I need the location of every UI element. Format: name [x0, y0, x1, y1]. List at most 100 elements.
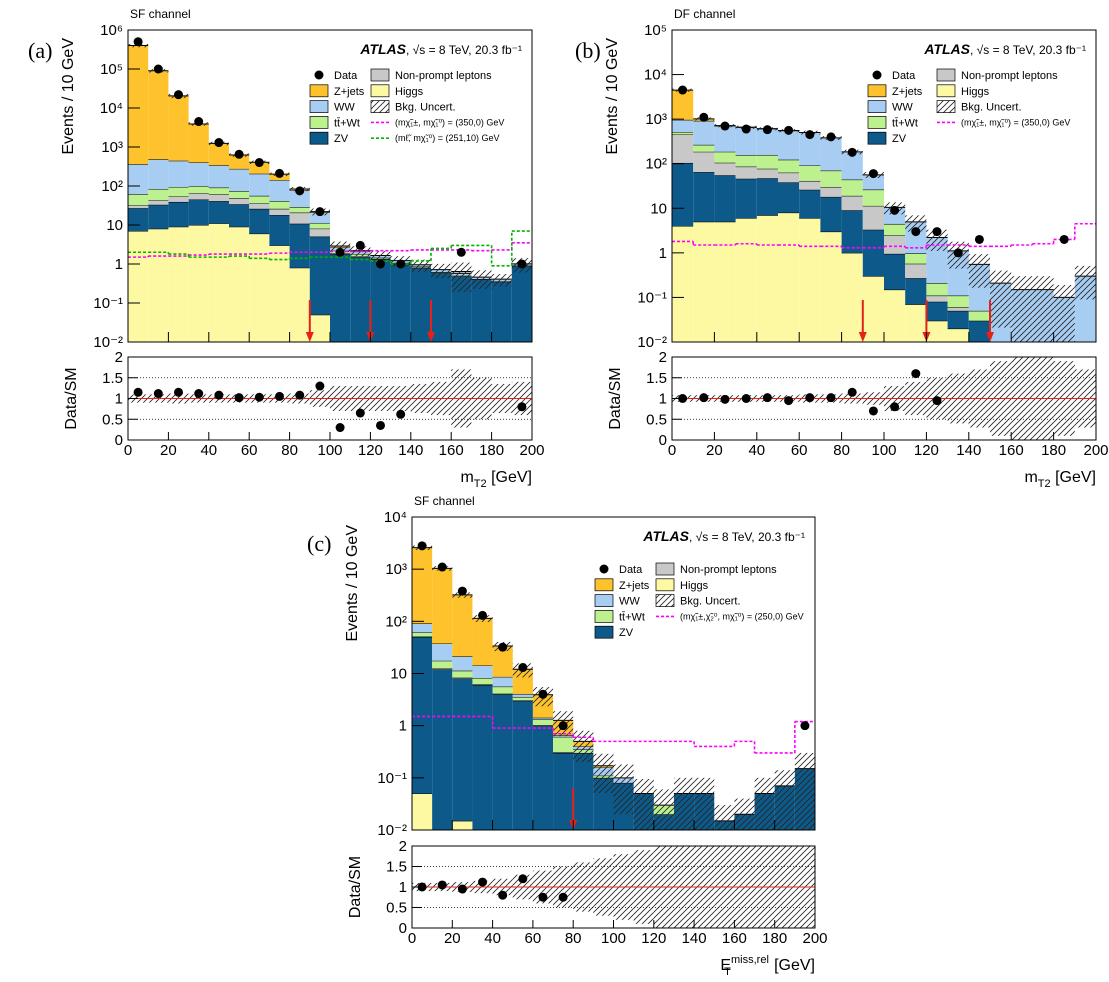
stack-bar	[128, 194, 149, 206]
x-axis-title-base: m	[460, 469, 473, 486]
stack-bar	[188, 162, 209, 186]
stack-bar	[492, 646, 513, 677]
y-tick-label: 10⁵	[644, 22, 667, 39]
data-point	[355, 240, 365, 250]
data-point	[847, 387, 857, 397]
data-point	[538, 689, 548, 699]
data-point	[275, 391, 284, 401]
stack-bar	[208, 187, 229, 195]
uncertainty-band	[573, 730, 594, 763]
data-point	[254, 158, 264, 168]
experiment-name: ATLAS	[359, 41, 406, 57]
legend-swatch	[594, 578, 614, 592]
stack-bar	[693, 144, 715, 152]
y-tick-label: 10³	[385, 561, 407, 578]
legend-swatch	[594, 625, 614, 639]
stack-bar	[289, 207, 310, 213]
stack-bar	[452, 678, 473, 821]
stack-bar	[926, 320, 948, 342]
uncertainty-band	[370, 251, 391, 262]
uncertainty-band	[968, 254, 990, 288]
x-axis-title-base: E	[720, 957, 731, 974]
x-tick-label: 0	[124, 442, 132, 459]
legend-marker	[599, 564, 609, 574]
stack-bar	[249, 162, 270, 174]
stack-bar	[905, 304, 927, 342]
cut-arrow-head	[986, 332, 994, 342]
stack-bar	[269, 201, 290, 209]
stack-bar	[735, 218, 757, 342]
stack-bar	[778, 172, 800, 183]
uncertainty-band	[410, 259, 431, 272]
stack-bar	[128, 205, 149, 209]
legend-swatch	[867, 100, 887, 113]
y-tick-label: 2	[659, 349, 667, 366]
stack-bar	[249, 233, 270, 342]
stack-bar	[309, 228, 330, 237]
stack-bar	[820, 137, 842, 171]
x-tick-label: 20	[706, 442, 723, 459]
stack-bar	[862, 189, 884, 206]
data-point	[376, 420, 385, 430]
data-point	[315, 381, 325, 391]
data-point	[847, 147, 857, 157]
experiment-label: ATLAS, √s = 8 TeV, 20.3 fb⁻¹	[642, 528, 805, 544]
plot-area	[412, 541, 815, 830]
stack-bar	[472, 685, 493, 830]
cut-arrow-head	[427, 332, 435, 342]
experiment-annotation: , √s = 8 TeV, 20.3 fb⁻¹	[970, 43, 1086, 57]
y-tick-label: 10⁻¹	[93, 295, 123, 312]
uncertainty-band	[1074, 265, 1096, 300]
experiment-label: ATLAS, √s = 8 TeV, 20.3 fb⁻¹	[923, 41, 1086, 57]
data-point	[678, 85, 688, 95]
stack-bar	[350, 257, 371, 342]
stack-bar	[990, 342, 1011, 362]
data-point	[133, 37, 143, 47]
stack-bar	[148, 70, 169, 160]
legend-label: WW	[892, 102, 913, 114]
legend-label: Higgs	[395, 86, 424, 98]
y-tick-label: 10²	[645, 156, 667, 173]
stack-bar	[778, 159, 800, 173]
x-tick-label: 80	[565, 930, 582, 947]
stack-bar	[799, 132, 821, 166]
stack-bar	[862, 276, 884, 342]
stack-bar	[472, 665, 493, 678]
y-tick-label: 10⁻¹	[377, 770, 407, 787]
data-point	[517, 259, 527, 269]
data-point	[558, 892, 568, 902]
legend-swatch	[309, 84, 329, 98]
stack-bar	[208, 194, 229, 202]
stack-bar	[672, 90, 694, 120]
data-point	[974, 234, 984, 244]
stack-bar	[168, 160, 189, 188]
stack-bar	[452, 670, 473, 678]
stack-bar	[968, 310, 990, 321]
uncertainty-band	[593, 753, 614, 794]
legend-label: Bkg. Uncert.	[680, 596, 741, 608]
data-point	[868, 406, 878, 416]
stack-bar	[926, 283, 948, 296]
data-point	[234, 149, 244, 159]
y-tick-label: 1.5	[102, 370, 123, 387]
stack-bar	[148, 159, 169, 190]
uncertainty-band	[694, 777, 715, 830]
legend-label: ZV	[619, 627, 634, 639]
stack-bar	[884, 289, 906, 342]
y-axis-title: Data/SM	[347, 856, 364, 918]
legend-swatch	[309, 116, 329, 129]
data-point	[953, 248, 963, 258]
stack-bar	[735, 155, 757, 167]
stack-bar	[756, 168, 778, 179]
stack-bar	[905, 278, 927, 305]
data-point	[194, 117, 204, 127]
data-point	[762, 125, 772, 135]
data-point	[911, 369, 921, 379]
stack-bar	[884, 223, 906, 236]
stack-bar	[512, 696, 533, 701]
stack-bar	[412, 623, 433, 633]
stack-bar	[947, 328, 969, 342]
stack-bar	[862, 229, 884, 277]
plot-area	[128, 37, 532, 342]
stack-bar	[148, 228, 169, 342]
